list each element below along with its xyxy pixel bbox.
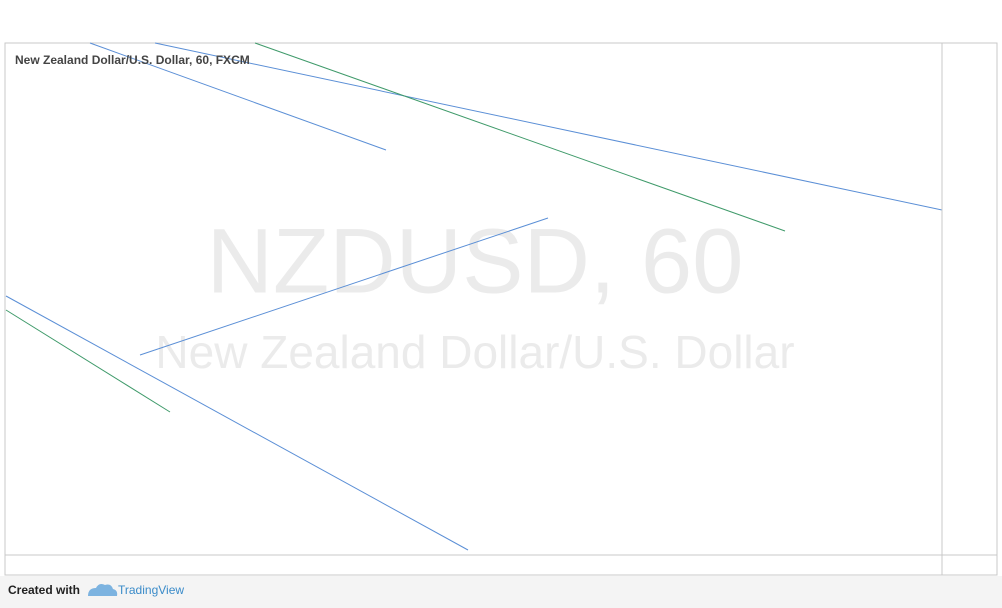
chart-frame [4,42,998,576]
trend-lines [5,42,943,551]
trend-line [154,42,943,211]
footer-brand[interactable]: TradingView [118,583,184,597]
brand-logo [88,584,118,596]
chart-title: New Zealand Dollar/U.S. Dollar, 60, FXCM [15,53,250,67]
trend-line [5,295,469,551]
watermark-name: New Zealand Dollar/U.S. Dollar [155,326,794,378]
footer-created: Created with [8,583,80,597]
trend-line [139,217,549,356]
trend-line [89,42,387,151]
trend-line [5,309,171,413]
trend-line [254,42,786,232]
footer-bar [0,576,1002,608]
watermark-symbol: NZDUSD, 60 [207,210,744,312]
